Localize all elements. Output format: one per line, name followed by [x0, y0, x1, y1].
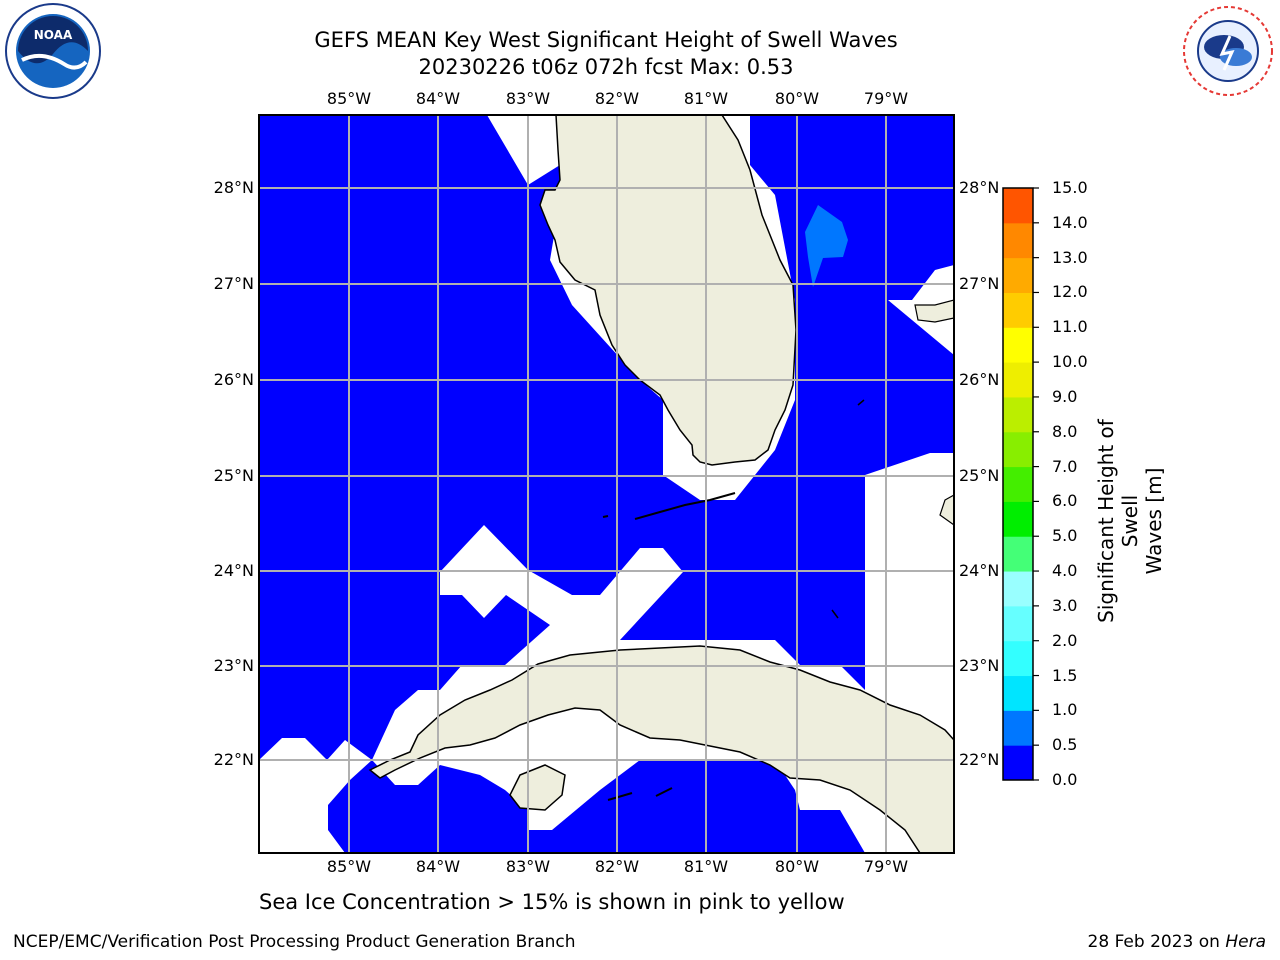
- lat-label-right: 23°N: [959, 656, 1000, 675]
- colorbar-tick-label: 1.5: [1052, 665, 1078, 685]
- keys-west: [602, 515, 609, 518]
- colorbar-label: Significant Height of Swell Waves [m]: [1094, 391, 1166, 651]
- colorbar-tick-label: 2.0: [1052, 630, 1078, 650]
- colorbar-tick-label: 14.0: [1052, 212, 1088, 232]
- lat-label-left: 22°N: [213, 750, 254, 769]
- colorbar-tick-label: 11.0: [1052, 317, 1088, 337]
- noaa-logo: NOAA: [2, 2, 104, 104]
- colorbar-label-line1: Significant Height of Swell: [1094, 419, 1142, 623]
- lon-label-top: 83°W: [505, 89, 551, 108]
- lon-label-bottom: 80°W: [774, 857, 820, 876]
- lat-label-left: 26°N: [213, 370, 254, 389]
- cuba-small-islands: [607, 787, 673, 801]
- lat-label-right: 24°N: [959, 561, 1000, 580]
- lon-label-bottom: 81°W: [683, 857, 729, 876]
- lon-label-bottom: 83°W: [505, 857, 551, 876]
- colorbar-tick-label: 0.5: [1052, 735, 1078, 755]
- gridlines: [259, 115, 954, 853]
- lon-label-top: 85°W: [326, 89, 372, 108]
- colorbar-tick-label: 5.0: [1052, 526, 1078, 546]
- lat-label-right: 28°N: [959, 178, 1000, 197]
- colorbar-tick-label: 12.0: [1052, 282, 1088, 302]
- colorbar-tick-label: 9.0: [1052, 386, 1078, 406]
- lat-label-right: 22°N: [959, 750, 1000, 769]
- footer-host: Hera: [1225, 932, 1266, 952]
- lon-label-top: 81°W: [683, 89, 729, 108]
- lat-label-right: 27°N: [959, 274, 1000, 293]
- lon-label-bottom: 79°W: [863, 857, 909, 876]
- land-florida: [539, 114, 797, 466]
- lon-label-top: 84°W: [415, 89, 461, 108]
- footer-date: 28 Feb 2023 on Hera: [1088, 932, 1266, 952]
- florida-keys: [634, 492, 736, 520]
- swell-patch-higher: [805, 205, 848, 287]
- colorbar-tick-label: 4.0: [1052, 561, 1078, 581]
- colorbar-tick-label: 6.0: [1052, 491, 1078, 511]
- lat-label-left: 25°N: [213, 466, 254, 485]
- nws-logo: [1178, 2, 1278, 104]
- lat-label-left: 27°N: [213, 274, 254, 293]
- lon-label-bottom: 84°W: [415, 857, 461, 876]
- colorbar-tick-label: 8.0: [1052, 421, 1078, 441]
- colorbar-tick-label: 3.0: [1052, 595, 1078, 615]
- lat-label-right: 26°N: [959, 370, 1000, 389]
- chart-title: GEFS MEAN Key West Significant Height of…: [314, 28, 898, 52]
- colorbar-tick-label: 15.0: [1052, 178, 1088, 197]
- map-frame: [258, 114, 955, 854]
- noaa-logo-text: NOAA: [34, 28, 73, 42]
- colorbar-tick-label: 13.0: [1052, 247, 1088, 267]
- lon-label-top: 82°W: [594, 89, 640, 108]
- lon-label-top: 80°W: [774, 89, 820, 108]
- bahamas-small: [831, 399, 865, 619]
- chart-subtitle: 20230226 t06z 072h fcst Max: 0.53: [418, 55, 794, 79]
- colorbar-tick-label: 0.0: [1052, 770, 1078, 789]
- footer-credit: NCEP/EMC/Verification Post Processing Pr…: [13, 932, 576, 952]
- lon-label-bottom: 82°W: [594, 857, 640, 876]
- colorbar-tick-label: 1.0: [1052, 700, 1078, 720]
- colorbar-label-line2: Waves [m]: [1142, 467, 1166, 575]
- lon-label-bottom: 85°W: [326, 857, 372, 876]
- colorbar-tick-label: 10.0: [1052, 352, 1088, 372]
- footer-date-text: 28 Feb 2023 on: [1087, 932, 1226, 952]
- land-isla-juventud: [509, 764, 566, 811]
- sea-ice-note: Sea Ice Concentration > 15% is shown in …: [259, 890, 845, 914]
- lon-label-top: 79°W: [863, 89, 909, 108]
- lat-label-left: 23°N: [213, 656, 254, 675]
- lat-label-left: 28°N: [213, 178, 254, 197]
- colorbar-tick-label: 7.0: [1052, 456, 1078, 476]
- lat-label-left: 24°N: [213, 561, 254, 580]
- lat-label-right: 25°N: [959, 466, 1000, 485]
